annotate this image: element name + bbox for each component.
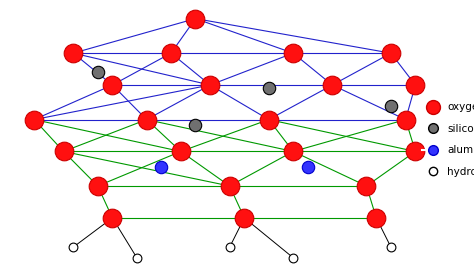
Point <box>290 256 297 260</box>
Point <box>109 216 116 220</box>
Point <box>157 165 165 170</box>
Point <box>60 149 67 154</box>
Point <box>226 245 234 249</box>
Point <box>387 104 395 109</box>
Point <box>226 184 234 188</box>
Point <box>143 117 150 122</box>
Point <box>290 51 297 55</box>
Point <box>265 85 273 90</box>
Legend: oxygen, silicon, aluminum, hydrogen: oxygen, silicon, aluminum, hydrogen <box>422 102 474 177</box>
Point <box>133 256 141 260</box>
Point <box>206 83 214 87</box>
Point <box>387 51 395 55</box>
Point <box>411 83 419 87</box>
Point <box>373 216 380 220</box>
Point <box>94 69 101 74</box>
Point <box>191 16 199 21</box>
Point <box>70 51 77 55</box>
Point <box>30 117 38 122</box>
Point <box>387 245 395 249</box>
Point <box>240 216 248 220</box>
Point <box>191 123 199 127</box>
Point <box>328 83 336 87</box>
Point <box>265 117 273 122</box>
Point <box>177 149 184 154</box>
Point <box>290 149 297 154</box>
Point <box>94 184 101 188</box>
Point <box>304 165 311 170</box>
Point <box>402 117 410 122</box>
Point <box>109 83 116 87</box>
Point <box>363 184 370 188</box>
Point <box>167 51 175 55</box>
Point <box>70 245 77 249</box>
Point <box>411 149 419 154</box>
